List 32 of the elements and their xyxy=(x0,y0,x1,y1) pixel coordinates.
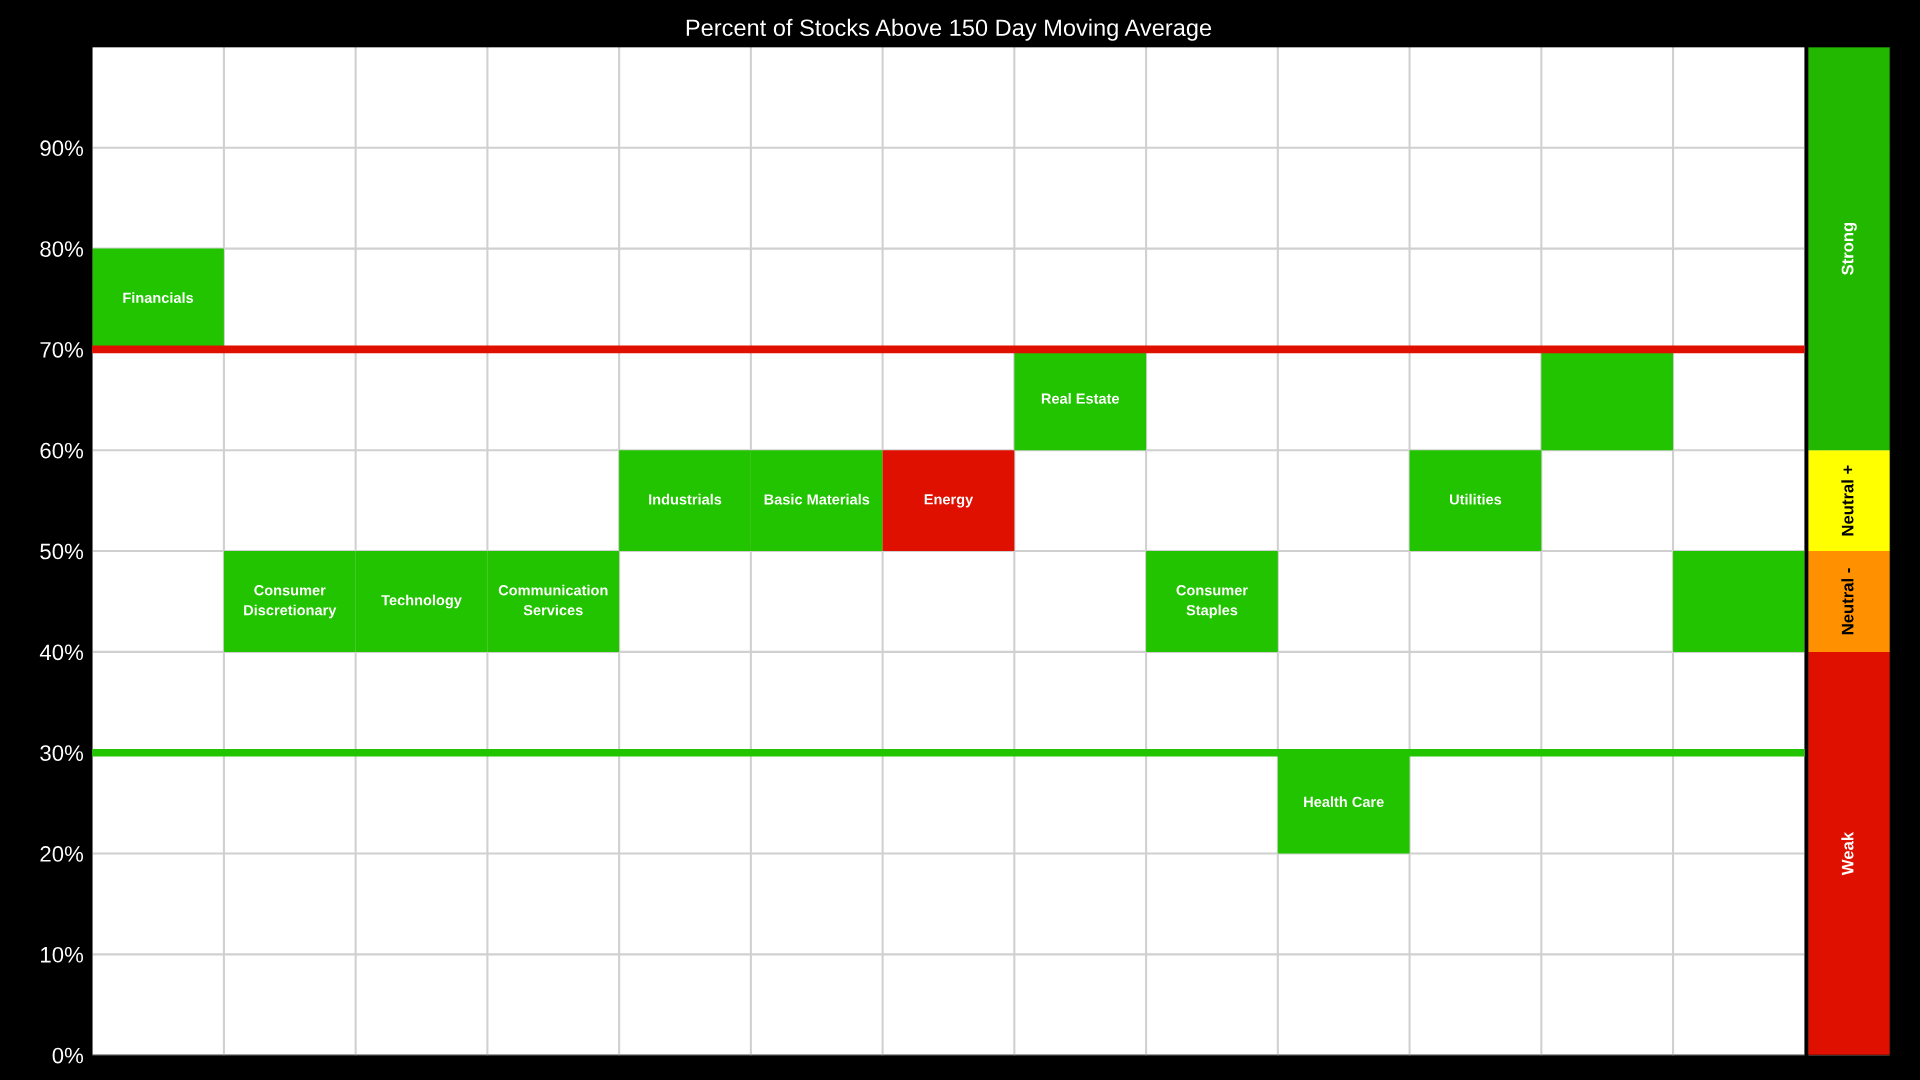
category-label: Consumer Discretionary xyxy=(244,585,337,619)
category-label: Energy xyxy=(924,494,974,508)
bar xyxy=(1409,450,1542,552)
y-tick-label: 20% xyxy=(40,846,84,862)
y-tick-label: 40% xyxy=(39,644,84,661)
series-label: Neutral - xyxy=(1841,568,1854,635)
y-tick-label: 90% xyxy=(40,140,84,157)
category-label: Financials xyxy=(123,292,194,303)
category-label: Utilities xyxy=(1449,493,1502,505)
y-tick-label: 60% xyxy=(40,442,84,459)
category-label: Communication Services xyxy=(498,584,608,616)
y-tick-label: 80% xyxy=(40,241,84,257)
category-label: Health Care xyxy=(1304,796,1384,808)
y-tick-label: 30% xyxy=(40,745,84,761)
category-label: Basic Materials xyxy=(764,493,870,505)
series-label: Neutral + xyxy=(1841,465,1854,536)
bar xyxy=(1808,46,1891,451)
category-label: Consumer Staples xyxy=(1176,585,1248,619)
series-label: Weak xyxy=(1841,831,1854,876)
bar xyxy=(1673,551,1805,652)
y-tick-label: 10% xyxy=(41,946,84,963)
y-tick-label: 70% xyxy=(40,341,84,358)
category-label: Technology xyxy=(381,594,462,609)
bar xyxy=(1808,651,1891,1056)
category-label: Real Estate xyxy=(1041,393,1120,404)
bar xyxy=(882,450,1015,552)
y-tick-label: 0% xyxy=(52,1047,84,1064)
y-tick-label: 50% xyxy=(40,543,84,560)
bar xyxy=(1146,551,1278,652)
series-label: Strong xyxy=(1841,222,1857,275)
category-label: Industrials xyxy=(649,493,722,505)
chart-title: Percent of Stocks Above 150 Day Moving Average xyxy=(686,18,1212,41)
